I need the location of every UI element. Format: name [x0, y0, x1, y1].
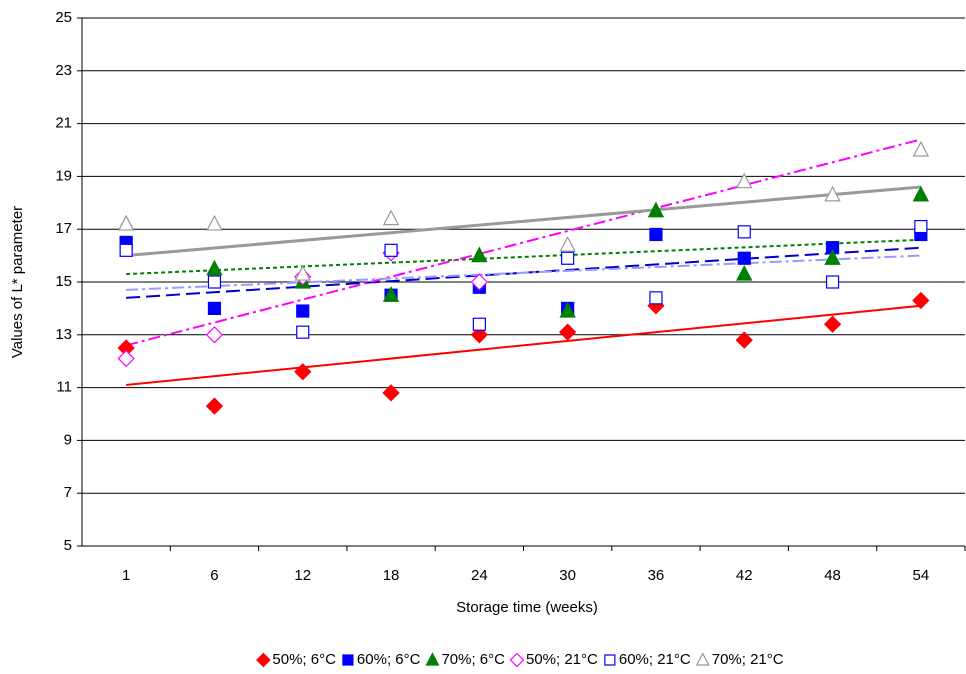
point — [912, 185, 930, 202]
point — [823, 315, 842, 333]
point — [470, 273, 488, 291]
point — [206, 214, 223, 231]
point — [471, 246, 488, 263]
point — [912, 291, 930, 310]
point — [294, 264, 311, 281]
x-tick-label: 12 — [294, 567, 311, 584]
y-axis-label: Values of L* parameter — [9, 206, 26, 358]
trend-line — [125, 138, 922, 347]
legend-label: 50%; 21°C — [526, 651, 598, 668]
trend-line — [126, 304, 921, 386]
point — [296, 304, 310, 318]
point — [824, 185, 841, 202]
y-tick-label: 21 — [55, 115, 72, 132]
trend-line — [126, 246, 921, 299]
legend-label: 70%; 6°C — [441, 651, 505, 668]
point — [470, 326, 488, 344]
point — [382, 384, 400, 402]
x-axis-label: Storage time (weeks) — [456, 599, 598, 616]
point — [296, 325, 310, 339]
point — [207, 275, 222, 289]
point — [119, 243, 133, 257]
point — [559, 235, 576, 252]
point — [737, 225, 751, 239]
point — [205, 326, 224, 344]
y-tick-label: 17 — [55, 220, 72, 237]
point — [294, 363, 312, 381]
x-tick-label: 24 — [471, 567, 488, 584]
point — [382, 209, 400, 226]
point — [647, 201, 665, 218]
point — [117, 214, 135, 231]
point — [472, 317, 486, 331]
y-tick-label: 5 — [64, 537, 72, 554]
point — [736, 264, 753, 281]
point — [912, 140, 930, 157]
x-tick-label: 6 — [210, 567, 218, 584]
y-tick-label: 25 — [55, 9, 72, 26]
point — [737, 251, 751, 265]
x-tick-label: 30 — [559, 567, 576, 584]
y-tick-label: 13 — [55, 326, 72, 343]
x-tick-label: 36 — [648, 567, 665, 584]
y-tick-label: 23 — [55, 62, 72, 79]
x-tick-label: 42 — [736, 567, 753, 584]
point — [207, 301, 222, 315]
point — [736, 172, 753, 189]
legend-label: 70%; 21°C — [712, 651, 784, 668]
point — [561, 251, 575, 265]
x-tick-label: 18 — [383, 567, 400, 584]
legend-marker — [256, 652, 271, 668]
x-tick-label: 54 — [913, 567, 930, 584]
legend-label: 60%; 6°C — [357, 651, 421, 668]
legend-marker — [509, 652, 525, 668]
point — [559, 301, 576, 318]
y-tick-label: 15 — [55, 273, 72, 290]
legend-marker — [604, 654, 616, 666]
point — [824, 249, 841, 265]
point — [735, 331, 753, 349]
point — [382, 286, 400, 302]
point — [205, 397, 224, 415]
y-tick-label: 11 — [56, 379, 72, 396]
legend-marker — [425, 652, 440, 666]
point — [649, 227, 663, 242]
point — [384, 243, 398, 257]
legend-label: 50%; 6°C — [272, 651, 336, 668]
legend: 50%; 6°C 60%; 6°C 70%; 6°C 50%; 21°C 60%; 21… — [256, 651, 784, 668]
x-tick-label: 1 — [122, 567, 130, 584]
trend-line — [126, 254, 921, 291]
trend-line — [126, 185, 921, 258]
y-tick-label: 7 — [64, 484, 72, 501]
point — [825, 275, 840, 289]
point — [914, 219, 928, 234]
legend-label: 60%; 21°C — [619, 651, 691, 668]
legend-marker — [695, 652, 710, 666]
point — [206, 259, 223, 276]
y-tick-label: 19 — [55, 167, 72, 184]
x-tick-label: 48 — [824, 567, 841, 584]
point — [117, 349, 135, 368]
point — [649, 291, 663, 305]
y-tick-label: 9 — [64, 431, 72, 448]
point — [559, 323, 577, 341]
legend-marker — [342, 654, 354, 666]
